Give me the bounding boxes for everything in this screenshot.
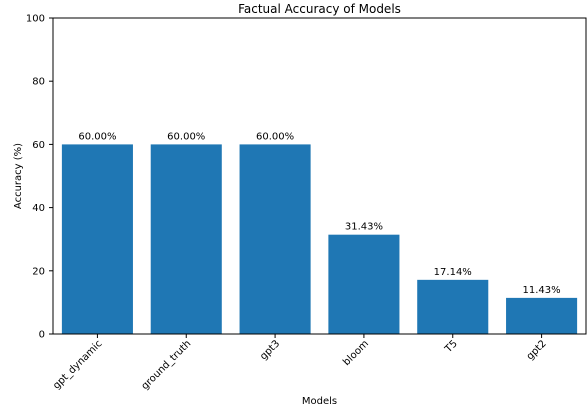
bar-value-label: 60.00% — [167, 131, 205, 142]
value-labels: 60.00% 60.00% 60.00% 31.43% 17.14% 11.43% — [78, 131, 560, 295]
x-tick-label: gpt2 — [525, 338, 549, 362]
x-tick-label: ground_truth — [140, 338, 194, 392]
y-tick-label: 60 — [32, 140, 45, 151]
y-axis-label: Accuracy (%) — [13, 143, 24, 209]
y-axis: 0 20 40 60 80 100 — [26, 14, 53, 341]
bar-value-label: 11.43% — [523, 285, 561, 296]
bar-gpt2 — [506, 297, 578, 334]
y-tick-label: 80 — [32, 77, 45, 88]
x-tick-label: gpt3 — [258, 338, 282, 362]
y-tick-label: 20 — [32, 266, 45, 277]
bars — [61, 144, 578, 334]
x-axis-label: Models — [302, 396, 337, 407]
y-tick-label: 100 — [26, 14, 45, 25]
chart-title: Factual Accuracy of Models — [238, 2, 401, 16]
bar-ground_truth — [150, 144, 222, 334]
plot-frame — [52, 17, 587, 335]
bar-value-label: 60.00% — [78, 131, 116, 142]
bar-value-label: 60.00% — [256, 131, 294, 142]
bar-gpt3 — [239, 144, 311, 334]
bar-bloom — [328, 234, 400, 334]
x-axis: gpt_dynamic ground_truth gpt3 bloom T5 gpt2 — [51, 334, 549, 392]
x-tick-label: gpt_dynamic — [51, 338, 104, 391]
bar-value-label: 17.14% — [434, 267, 472, 278]
bar-value-label: 31.43% — [345, 222, 383, 233]
x-tick-label: T5 — [443, 338, 460, 355]
y-tick-label: 40 — [32, 203, 45, 214]
bar-gpt_dynamic — [61, 144, 133, 334]
y-tick-label: 0 — [39, 330, 45, 341]
bar-T5 — [417, 279, 489, 334]
x-tick-label: bloom — [341, 338, 371, 368]
